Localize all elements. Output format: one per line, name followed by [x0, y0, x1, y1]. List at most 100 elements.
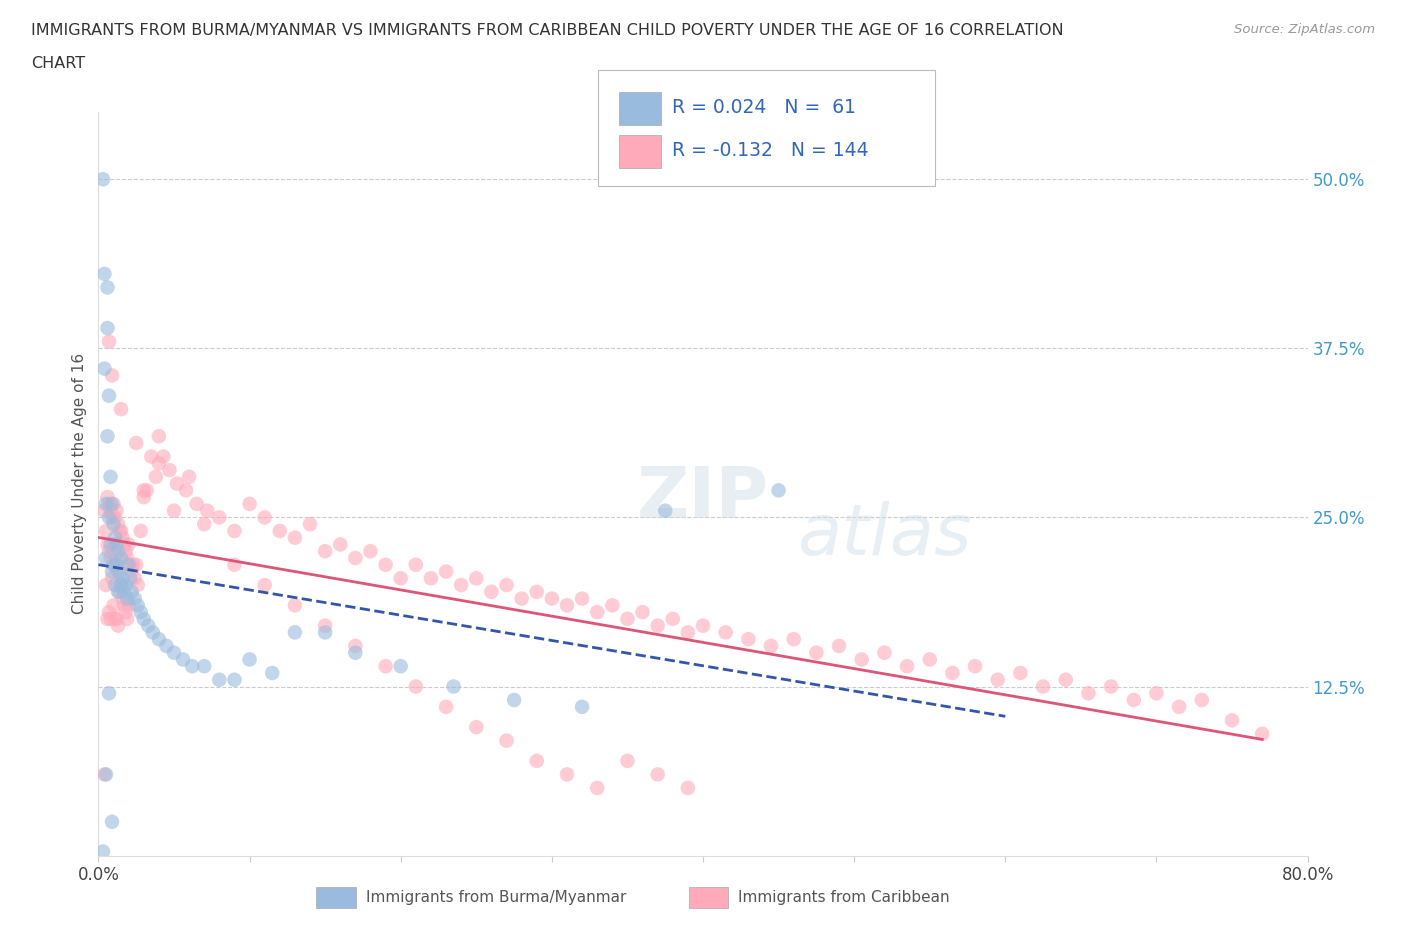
- Point: [100, 611, 122, 626]
- Point: [98, 388, 121, 403]
- Point: [344, 551, 367, 565]
- Point: [1010, 666, 1032, 681]
- Point: [107, 565, 129, 579]
- Point: [224, 524, 246, 538]
- Point: [193, 517, 215, 532]
- Point: [224, 672, 246, 687]
- Point: [896, 658, 918, 673]
- Point: [94, 578, 117, 592]
- Point: [110, 578, 132, 592]
- Point: [510, 591, 533, 606]
- Point: [851, 652, 873, 667]
- Point: [104, 530, 127, 545]
- Point: [208, 510, 231, 525]
- Text: Immigrants from Caribbean: Immigrants from Caribbean: [738, 890, 950, 905]
- Point: [465, 571, 488, 586]
- Point: [181, 658, 204, 673]
- Point: [526, 753, 548, 768]
- Point: [105, 611, 128, 626]
- Point: [108, 524, 131, 538]
- Point: [616, 753, 638, 768]
- Point: [284, 598, 307, 613]
- Text: R = -0.132   N = 144: R = -0.132 N = 144: [672, 141, 869, 160]
- Point: [269, 524, 291, 538]
- Point: [555, 598, 578, 613]
- Text: CHART: CHART: [31, 56, 84, 71]
- Point: [136, 618, 159, 633]
- Point: [987, 672, 1010, 687]
- Point: [195, 503, 218, 518]
- Point: [98, 604, 121, 619]
- Point: [122, 557, 145, 572]
- Point: [186, 497, 208, 512]
- Point: [647, 618, 669, 633]
- Point: [759, 639, 782, 654]
- Point: [124, 571, 146, 586]
- Point: [1077, 685, 1099, 700]
- Point: [873, 645, 896, 660]
- Point: [103, 537, 125, 551]
- Point: [159, 462, 181, 477]
- Point: [142, 625, 165, 640]
- Point: [389, 658, 412, 673]
- Point: [96, 280, 118, 295]
- Point: [616, 611, 638, 626]
- Text: R = 0.024   N =  61: R = 0.024 N = 61: [672, 99, 856, 117]
- Point: [105, 551, 128, 565]
- Point: [105, 557, 128, 572]
- Point: [111, 530, 134, 545]
- Point: [224, 557, 246, 572]
- Point: [104, 557, 127, 572]
- Point: [100, 470, 122, 485]
- Point: [148, 631, 170, 646]
- Point: [647, 767, 669, 782]
- Point: [108, 584, 131, 599]
- Point: [107, 544, 129, 559]
- Point: [121, 565, 143, 579]
- Point: [132, 611, 155, 626]
- Point: [1054, 672, 1077, 687]
- Point: [676, 780, 699, 795]
- Point: [94, 767, 117, 782]
- Point: [1144, 685, 1167, 700]
- Point: [105, 503, 128, 518]
- Point: [692, 618, 714, 633]
- Point: [152, 449, 174, 464]
- Point: [103, 497, 125, 512]
- Point: [94, 497, 117, 512]
- Point: [737, 631, 759, 646]
- Point: [443, 679, 465, 694]
- Point: [96, 321, 118, 336]
- Point: [262, 666, 284, 681]
- Point: [465, 720, 488, 735]
- Point: [103, 517, 125, 532]
- Point: [96, 611, 118, 626]
- Point: [129, 524, 152, 538]
- Point: [284, 530, 307, 545]
- Point: [163, 503, 186, 518]
- Point: [676, 625, 699, 640]
- Point: [104, 611, 127, 626]
- Point: [127, 578, 149, 592]
- Point: [1122, 693, 1144, 708]
- Point: [127, 598, 149, 613]
- Point: [118, 557, 141, 572]
- Point: [571, 699, 593, 714]
- Point: [115, 551, 138, 565]
- Point: [98, 334, 121, 349]
- Point: [141, 449, 163, 464]
- Point: [179, 470, 201, 485]
- Point: [253, 510, 276, 525]
- Point: [110, 524, 132, 538]
- Point: [94, 551, 117, 565]
- Point: [163, 645, 186, 660]
- Point: [1220, 713, 1243, 728]
- Point: [132, 490, 155, 505]
- Point: [714, 625, 737, 640]
- Point: [329, 537, 352, 551]
- Point: [103, 598, 125, 613]
- Point: [100, 551, 122, 565]
- Point: [98, 497, 121, 512]
- Point: [114, 604, 136, 619]
- Point: [112, 598, 135, 613]
